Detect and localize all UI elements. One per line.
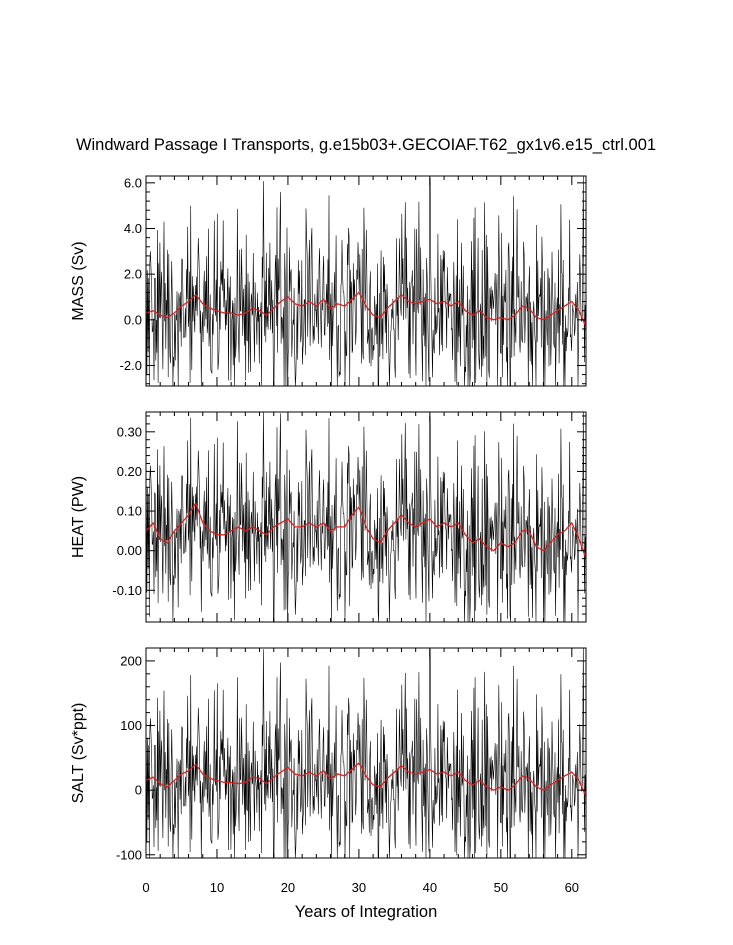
x-tick-label: 60 bbox=[565, 880, 579, 895]
salt-smoothed-line bbox=[145, 761, 587, 797]
heat-ytick-label: 0.30 bbox=[117, 424, 142, 439]
heat-ytick-label: -0.10 bbox=[112, 583, 142, 598]
x-tick-label: 40 bbox=[423, 880, 437, 895]
x-tick-labels: 0 10 20 30 40 50 60 bbox=[142, 880, 579, 895]
mass-ytick-label: 0.0 bbox=[124, 312, 142, 327]
x-tick-label: 30 bbox=[352, 880, 366, 895]
x-tick-label: 0 bbox=[142, 880, 149, 895]
mass-ytick-label: 6.0 bbox=[124, 175, 142, 190]
panel-heat: -0.10 0.00 0.10 0.20 0.30 HEAT (PW) bbox=[70, 411, 587, 623]
mass-ytick-label: -2.0 bbox=[120, 358, 142, 373]
salt-ytick-label: 200 bbox=[120, 653, 142, 668]
mass-axis-ticks bbox=[145, 176, 587, 386]
salt-monthly-line bbox=[146, 647, 586, 859]
salt-axis-ticks bbox=[145, 647, 587, 858]
heat-ytick-label: 0.20 bbox=[117, 464, 142, 479]
mass-monthly-series bbox=[146, 175, 586, 387]
salt-monthly-series bbox=[146, 647, 586, 859]
mass-ytick-label: 2.0 bbox=[124, 267, 142, 282]
salt-plot-frame bbox=[145, 647, 587, 859]
heat-ytick-label: 0.00 bbox=[117, 543, 142, 558]
mass-ytick-labels: -2.0 0.0 2.0 4.0 6.0 bbox=[120, 175, 142, 373]
mass-ytick-label: 4.0 bbox=[124, 221, 142, 236]
panel-mass: -2.0 0.0 2.0 4.0 6.0 MASS (Sv) bbox=[70, 175, 587, 387]
salt-ylabel: SALT (Sv*ppt) bbox=[70, 703, 87, 804]
mass-monthly-line bbox=[146, 175, 586, 387]
salt-ytick-labels: -100 0 100 200 bbox=[116, 653, 142, 862]
heat-smoothed-series bbox=[145, 501, 587, 559]
mass-smoothed-series bbox=[145, 291, 587, 327]
x-axis-label: Years of Integration bbox=[295, 903, 438, 921]
salt-ytick-label: 0 bbox=[135, 783, 142, 798]
salt-ytick-label: 100 bbox=[120, 718, 142, 733]
heat-monthly-series bbox=[146, 411, 586, 623]
mass-ylabel: MASS (Sv) bbox=[70, 241, 87, 320]
mass-plot-frame bbox=[145, 175, 587, 387]
heat-ytick-labels: -0.10 0.00 0.10 0.20 0.30 bbox=[112, 424, 142, 597]
heat-axis-ticks bbox=[145, 412, 587, 623]
panel-salt: -100 0 100 200 SALT (Sv*ppt) bbox=[70, 647, 587, 862]
heat-monthly-line bbox=[146, 411, 586, 623]
heat-smoothed-line bbox=[145, 501, 587, 559]
heat-ylabel: HEAT (PW) bbox=[70, 476, 87, 558]
heat-plot-frame bbox=[145, 411, 587, 623]
x-tick-label: 20 bbox=[281, 880, 295, 895]
heat-ytick-label: 0.10 bbox=[117, 504, 142, 519]
x-tick-label: 50 bbox=[494, 880, 508, 895]
salt-ytick-label: -100 bbox=[116, 847, 142, 862]
salt-smoothed-series bbox=[145, 761, 587, 797]
chart-title: Windward Passage I Transports, g.e15b03+… bbox=[76, 136, 656, 154]
x-tick-label: 10 bbox=[210, 880, 224, 895]
mass-smoothed-line bbox=[145, 291, 587, 327]
